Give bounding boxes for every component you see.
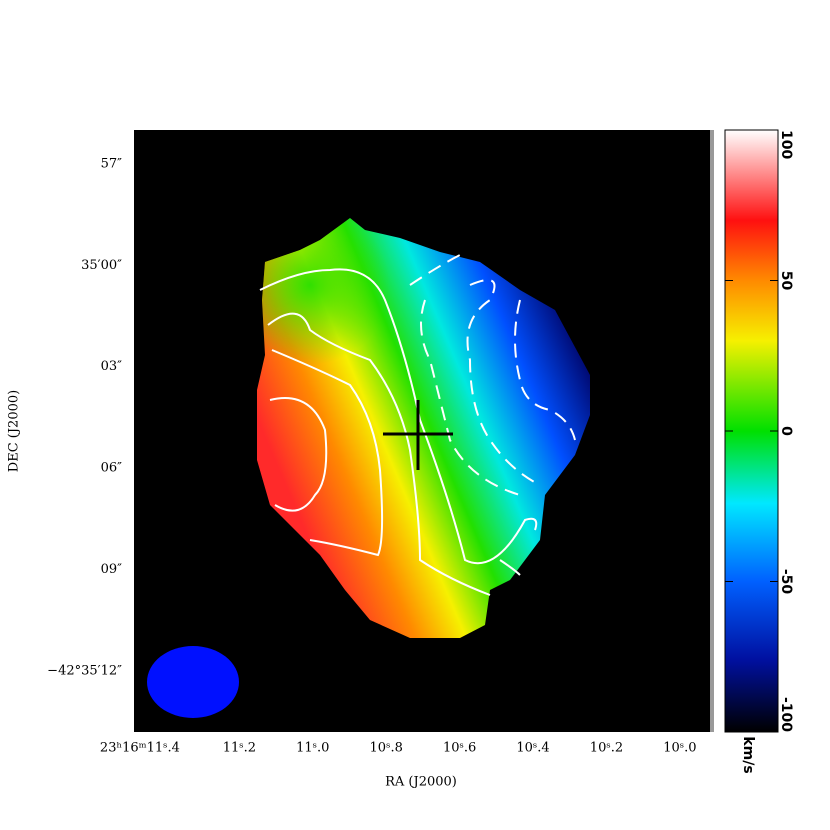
x-tick-label: 10ˢ.8 — [370, 741, 403, 756]
colorbar-tick-label: -50 — [778, 569, 794, 595]
y-tick-label: 57″ — [101, 156, 123, 171]
y-tick-label: 03″ — [101, 359, 123, 374]
x-tick-label: 23ʰ16ᵐ11ˢ.4 — [100, 741, 180, 756]
x-tick-label: 10ˢ.0 — [663, 741, 696, 756]
colorbar-tick-label: 0 — [778, 426, 794, 436]
colorbar-tick-label: 100 — [778, 130, 794, 159]
y-tick-label: 09″ — [101, 562, 123, 577]
colorbar-ramp — [724, 129, 779, 733]
colorbar-tick-label: 50 — [778, 271, 794, 291]
reference-cross — [383, 400, 453, 470]
contours — [259, 254, 576, 596]
x-axis-label: RA (J2000) — [385, 775, 457, 790]
colorbar-label: km/s — [740, 736, 756, 773]
frame-edge — [710, 130, 714, 732]
colorbar-tick-label: -100 — [778, 697, 794, 732]
x-tick-label: 11ˢ.0 — [296, 741, 329, 756]
y-tick-label: 35′00″ — [81, 258, 122, 273]
x-tick-label: 11ˢ.2 — [223, 741, 256, 756]
x-tick-label: 10ˢ.2 — [590, 741, 623, 756]
colorbar: km/s -100 -50 0 50 100 — [724, 129, 794, 774]
x-tick-label: 10ˢ.4 — [516, 741, 549, 756]
y-axis-label: DEC (J2000) — [7, 390, 22, 472]
x-tick-label: 10ˢ.6 — [443, 741, 476, 756]
y-tick-label: 06″ — [101, 461, 123, 476]
y-tick-label: −42°35′12″ — [47, 664, 122, 679]
beam — [147, 646, 239, 718]
